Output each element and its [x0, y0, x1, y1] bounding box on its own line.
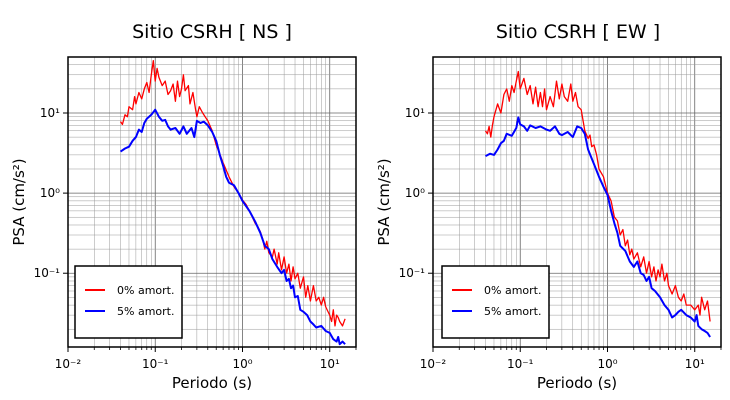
chart-title: Sitio CSRH [ EW ]: [496, 21, 660, 43]
legend-entry: 0% amort.: [484, 284, 541, 297]
grid: [67, 56, 357, 347]
legend-entry: 5% amort.: [117, 305, 174, 318]
x-tick-label: 10¹: [320, 357, 340, 371]
series-line-damping-5: [119, 108, 346, 346]
chart-title: Sitio CSRH [ NS ]: [132, 21, 292, 43]
x-axis-label: Periodo (s): [537, 374, 617, 392]
series-line-damping-0: [484, 70, 711, 322]
plot-frame: [67, 56, 357, 348]
legend-entry: 0% amort.: [117, 284, 174, 297]
x-tick-label: 10⁻¹: [507, 357, 534, 371]
y-tick-label: 10⁻¹: [399, 266, 426, 280]
y-tick-label: 10¹: [405, 106, 425, 120]
y-tick-label: 10¹: [40, 106, 60, 120]
y-axis-label: PSA (cm/s²): [10, 158, 28, 245]
y-tick-label: 10⁻¹: [34, 266, 61, 280]
x-tick-label: 10⁻²: [55, 357, 82, 371]
y-tick-label: 10⁰: [40, 186, 60, 200]
x-tick-label: 10⁻¹: [142, 357, 169, 371]
chart-1: 10⁻² 10⁻¹ 10⁰ 10¹ 10⁻¹ 10⁰ 10¹ Sitio CSRH [ EW …: [375, 21, 722, 392]
plot-frame: [432, 56, 722, 348]
y-tick-label: 10⁰: [405, 186, 425, 200]
x-axis-label: Periodo (s): [172, 374, 252, 392]
x-tick-label: 10⁰: [232, 357, 252, 371]
x-tick-label: 10⁰: [597, 357, 617, 371]
legend-box: [74, 265, 183, 339]
y-axis-label: PSA (cm/s²): [375, 158, 393, 245]
legend-box: [441, 265, 550, 339]
x-tick-label: 10¹: [685, 357, 705, 371]
series-line-damping-5: [485, 116, 711, 338]
chart-0: 10⁻² 10⁻¹ 10⁰ 10¹ 10⁻¹ 10⁰ 10¹ Sitio CSRH [ NS …: [10, 21, 357, 392]
x-tick-label: 10⁻²: [420, 357, 447, 371]
legend: 0% amort. 5% amort.: [441, 265, 550, 339]
legend: 0% amort. 5% amort.: [74, 265, 183, 339]
legend-entry: 5% amort.: [484, 305, 541, 318]
